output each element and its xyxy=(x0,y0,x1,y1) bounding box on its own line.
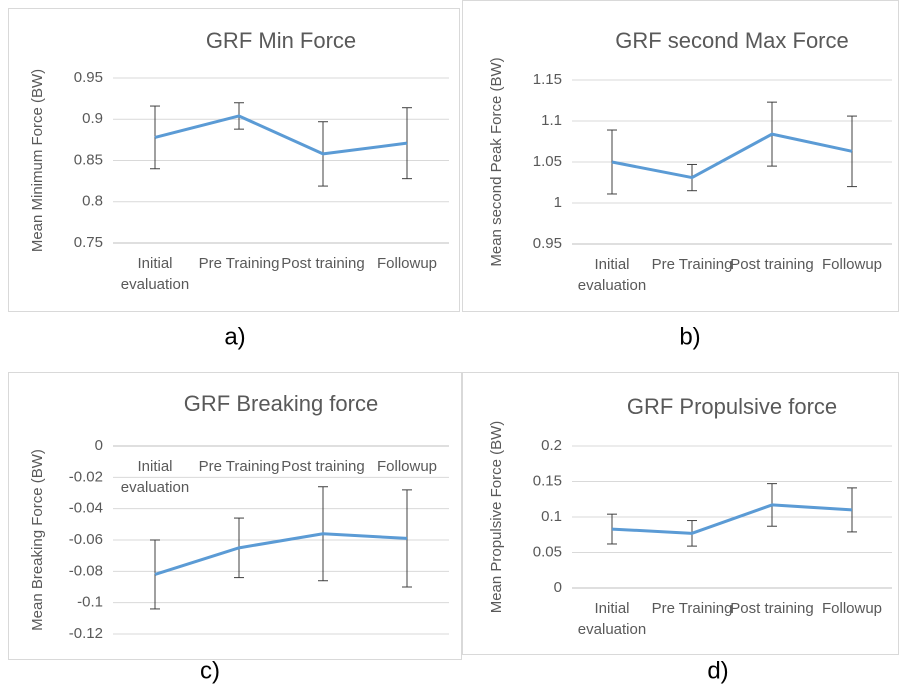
y-tick-label: 0.95 xyxy=(533,235,562,252)
error-bar xyxy=(402,489,412,588)
y-tick-label: 1.1 xyxy=(541,112,562,129)
error-bar xyxy=(150,539,160,610)
panel-caption: d) xyxy=(707,657,728,684)
data-line xyxy=(154,532,408,576)
y-tick-label: 0 xyxy=(95,437,103,454)
y-tick-label: 0.1 xyxy=(541,508,562,525)
y-tick-label: 0.85 xyxy=(74,151,103,168)
x-tick-label: Pre Training xyxy=(651,600,733,617)
y-tick-label: -0.12 xyxy=(69,625,103,642)
y-tick-label: 0.8 xyxy=(82,193,103,210)
chart-title: GRF Propulsive force xyxy=(627,394,837,419)
chart-title: GRF second Max Force xyxy=(615,28,849,53)
y-tick-label: 0.9 xyxy=(82,110,103,127)
chart-panel: GRF Min Force Mean Minimum Force (BW) 0.75… xyxy=(8,8,460,312)
x-tick-label: Followup xyxy=(821,600,883,617)
x-tick-label-box: Followup xyxy=(821,256,883,273)
x-tick-label: Followup xyxy=(376,458,438,475)
y-axis-label: Mean second Peak Force (BW) xyxy=(488,57,505,266)
x-tick-label-box: Initial evaluation xyxy=(577,600,647,638)
x-tick-label: Followup xyxy=(821,256,883,273)
y-tick-label: 1.05 xyxy=(533,153,562,170)
data-line xyxy=(611,132,853,180)
x-tick-label: Post training xyxy=(281,458,365,475)
x-tick-label: Initial evaluation xyxy=(577,256,647,294)
y-tick-label: 0.75 xyxy=(74,234,103,251)
panel-caption: b) xyxy=(679,323,700,350)
chart-panel: GRF Breaking force Mean Breaking Force (B… xyxy=(8,372,462,660)
y-tick-label: 1 xyxy=(554,194,562,211)
panel-caption: a) xyxy=(224,323,245,350)
x-tick-label: Post training xyxy=(730,600,814,617)
data-line xyxy=(154,114,408,156)
x-tick-label-box: Followup xyxy=(821,600,883,617)
y-tick-label: -0.04 xyxy=(69,500,103,517)
y-tick-label: 0.95 xyxy=(74,69,103,86)
chart-panel: GRF Propulsive force Mean Propulsive Forc… xyxy=(462,372,899,655)
y-tick-label: 0 xyxy=(554,579,562,596)
x-tick-label: Pre Training xyxy=(198,458,280,475)
x-tick-label-box: Followup xyxy=(376,255,438,272)
x-tick-label-box: Followup xyxy=(376,458,438,475)
x-tick-label: Pre Training xyxy=(651,256,733,273)
x-tick-label-box: Post training xyxy=(730,600,814,617)
data-line xyxy=(611,503,853,535)
panel-border xyxy=(8,8,460,312)
x-tick-label: Initial evaluation xyxy=(577,600,647,638)
x-tick-label: Post training xyxy=(730,256,814,273)
panel-caption: c) xyxy=(200,657,220,684)
x-tick-label-box: Initial evaluation xyxy=(577,256,647,294)
x-tick-label: Pre Training xyxy=(198,255,280,272)
panel-border xyxy=(8,372,462,660)
y-tick-label: -0.08 xyxy=(69,562,103,579)
y-tick-label: 0.05 xyxy=(533,543,562,560)
x-tick-label: Initial evaluation xyxy=(120,458,190,496)
y-axis-label: Mean Breaking Force (BW) xyxy=(29,449,46,631)
x-tick-label-box: Pre Training xyxy=(651,256,733,273)
x-tick-label-box: Initial evaluation xyxy=(120,255,190,293)
x-tick-label-box: Post training xyxy=(281,255,365,272)
y-axis-label: Mean Minimum Force (BW) xyxy=(29,69,46,252)
x-tick-label-box: Pre Training xyxy=(198,255,280,272)
y-tick-label: 0.2 xyxy=(541,437,562,454)
error-bar xyxy=(402,107,412,180)
x-tick-label-box: Pre Training xyxy=(651,600,733,617)
y-tick-label: 0.15 xyxy=(533,472,562,489)
y-axis-label: Mean Propulsive Force (BW) xyxy=(488,421,505,614)
chart-panel: GRF second Max Force Mean second Peak For… xyxy=(462,0,899,312)
x-tick-label-box: Post training xyxy=(281,458,365,475)
x-tick-label-box: Pre Training xyxy=(198,458,280,475)
x-tick-label-box: Post training xyxy=(730,256,814,273)
y-tick-label: 1.15 xyxy=(533,71,562,88)
y-tick-label: -0.1 xyxy=(77,594,103,611)
y-tick-label: -0.02 xyxy=(69,468,103,485)
x-tick-label-box: Initial evaluation xyxy=(120,458,190,496)
y-tick-label: -0.06 xyxy=(69,531,103,548)
x-tick-label: Initial evaluation xyxy=(120,255,190,293)
x-tick-label: Followup xyxy=(376,255,438,272)
chart-title: GRF Min Force xyxy=(206,28,356,53)
x-tick-label: Post training xyxy=(281,255,365,272)
chart-title: GRF Breaking force xyxy=(184,391,378,416)
